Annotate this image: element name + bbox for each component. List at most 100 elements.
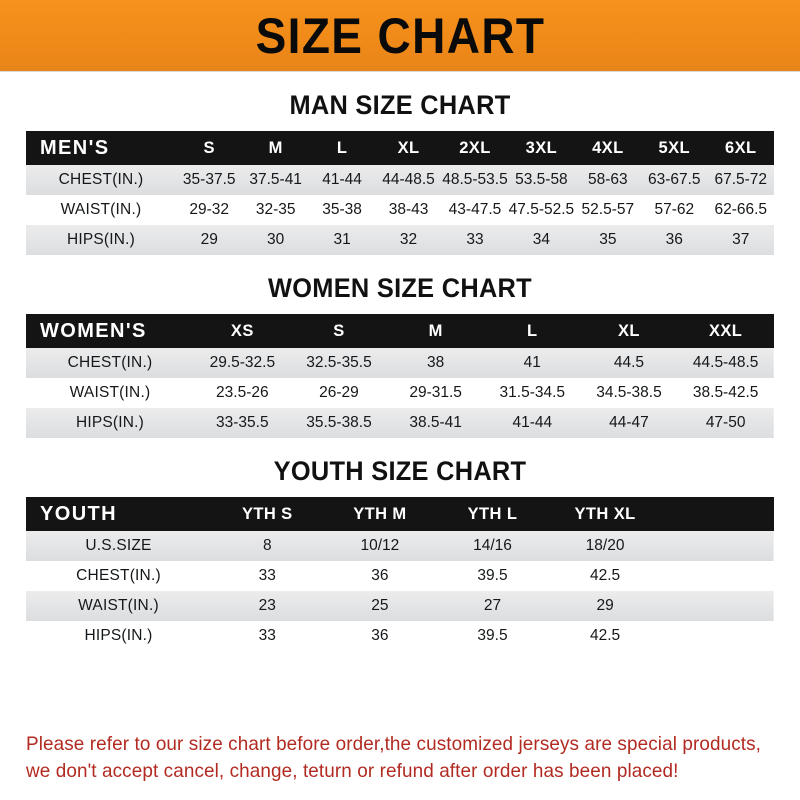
table-cell: 29.5-32.5 bbox=[209, 354, 276, 371]
spacer bbox=[0, 72, 800, 90]
youth-size-header-yth-l: YTH L bbox=[467, 504, 518, 523]
women-size-header-s: S bbox=[333, 321, 345, 340]
table-cell: 38.5-42.5 bbox=[692, 384, 759, 401]
man-size-header-4xl: 4XL bbox=[592, 138, 624, 157]
women-row-label-waistin: WAIST(IN.) bbox=[69, 384, 151, 401]
youth-row-label-hipsin: HIPS(IN.) bbox=[84, 627, 153, 644]
table-cell: 37.5-41 bbox=[249, 171, 302, 188]
table-cell: 33-35.5 bbox=[216, 414, 269, 431]
man-size-header-l: L bbox=[336, 138, 348, 157]
man-size-table: MEN'S S M L XL 2XL 3XL 4XL 5XL 6XL CHEST(IN.) 35-… bbox=[26, 131, 774, 255]
section-title-women: WOMEN SIZE CHART bbox=[268, 273, 532, 303]
table-cell: 57-62 bbox=[654, 201, 695, 218]
women-row-label-chestin: CHEST(IN.) bbox=[67, 354, 153, 371]
table-cell: 31.5-34.5 bbox=[499, 384, 566, 401]
man-size-header-2xl: 2XL bbox=[459, 138, 491, 157]
table-cell: 41-44 bbox=[512, 414, 553, 431]
spacer bbox=[0, 487, 800, 497]
table-cell: 26-29 bbox=[319, 384, 359, 401]
table-row: WAIST(IN.) 23 25 27 29 bbox=[26, 591, 774, 621]
table-cell: 27 bbox=[483, 597, 502, 614]
table-cell: 35-38 bbox=[322, 201, 362, 218]
man-size-header-xl: XL bbox=[397, 138, 420, 157]
table-cell: 44.5-48.5 bbox=[692, 354, 759, 371]
youth-size-table: YOUTH YTH S YTH M YTH L YTH XL U.S.SIZE 8 10/… bbox=[26, 497, 774, 651]
youth-table-header-row: YOUTH YTH S YTH M YTH L YTH XL bbox=[26, 497, 774, 531]
table-row: WAIST(IN.) 23.5-26 26-29 29-31.5 31.5-34.5 34… bbox=[26, 378, 774, 408]
youth-size-header-empty bbox=[661, 497, 774, 531]
women-size-header-xxl: XXL bbox=[708, 321, 743, 340]
table-cell-empty bbox=[661, 561, 774, 591]
table-cell: 29 bbox=[200, 231, 218, 248]
youth-row-label-waistin: WAIST(IN.) bbox=[78, 597, 159, 614]
man-size-header-m: M bbox=[268, 138, 283, 157]
table-cell: 43-47.5 bbox=[448, 201, 502, 218]
table-cell: 34.5-38.5 bbox=[596, 384, 662, 401]
table-cell: 36 bbox=[371, 567, 389, 584]
table-cell: 32.5-35.5 bbox=[306, 354, 372, 371]
spacer bbox=[0, 304, 800, 314]
women-size-header-xl: XL bbox=[618, 321, 640, 340]
women-size-header-l: L bbox=[527, 321, 538, 340]
women-size-header-m: M bbox=[428, 321, 443, 340]
table-cell: 62-66.5 bbox=[714, 201, 768, 218]
man-table-header-row: MEN'S S M L XL 2XL 3XL 4XL 5XL 6XL bbox=[26, 131, 774, 165]
table-cell: 48.5-53.5 bbox=[442, 171, 508, 188]
table-cell-empty bbox=[661, 621, 774, 651]
footer-line-2: we don't accept cancel, change, teturn o… bbox=[26, 760, 679, 783]
section-title-man: MAN SIZE CHART bbox=[289, 90, 511, 120]
footer-disclaimer: Please refer to our size chart before or… bbox=[0, 725, 800, 800]
table-cell: 30 bbox=[267, 231, 285, 248]
man-size-header-3xl: 3XL bbox=[525, 138, 558, 157]
youth-size-header-yth-m: YTH M bbox=[353, 504, 407, 523]
page-banner: SIZE CHART bbox=[0, 0, 800, 72]
table-cell: 58-63 bbox=[588, 171, 628, 188]
man-row-label-header: MEN'S bbox=[40, 136, 110, 159]
table-cell: 39.5 bbox=[477, 567, 508, 584]
man-table-wrap: MEN'S S M L XL 2XL 3XL 4XL 5XL 6XL CHEST(IN.) 35-… bbox=[0, 131, 800, 255]
table-cell: 36 bbox=[371, 627, 389, 644]
spacer bbox=[0, 438, 800, 456]
table-cell: 29 bbox=[596, 597, 614, 614]
table-cell: 29-32 bbox=[189, 201, 230, 218]
man-size-header-6xl: 6XL bbox=[725, 138, 757, 157]
table-cell: 41-44 bbox=[322, 171, 362, 188]
table-cell: 42.5 bbox=[589, 567, 621, 584]
table-row: CHEST(IN.) 29.5-32.5 32.5-35.5 38 41 44.5 44.5… bbox=[26, 348, 774, 378]
youth-row-label-ussize: U.S.SIZE bbox=[85, 537, 152, 554]
man-row-label-chestin: CHEST(IN.) bbox=[58, 171, 144, 188]
youth-row-label-header: YOUTH bbox=[40, 502, 117, 525]
table-row: CHEST(IN.) 35-37.5 37.5-41 41-44 44-48.5 48.5… bbox=[26, 165, 774, 195]
table-cell-empty bbox=[661, 591, 774, 621]
table-cell: 10/12 bbox=[360, 537, 400, 554]
table-cell: 33 bbox=[466, 231, 484, 248]
man-row-label-waistin: WAIST(IN.) bbox=[60, 201, 142, 218]
table-cell: 44-48.5 bbox=[382, 171, 435, 188]
table-cell: 38 bbox=[427, 354, 445, 371]
youth-row-label-chestin: CHEST(IN.) bbox=[76, 567, 161, 584]
table-row: CHEST(IN.) 33 36 39.5 42.5 bbox=[26, 561, 774, 591]
table-cell: 37 bbox=[732, 231, 750, 248]
table-cell: 35 bbox=[599, 231, 617, 248]
table-cell: 14/16 bbox=[473, 537, 512, 554]
man-size-header-5xl: 5XL bbox=[658, 138, 691, 157]
table-cell: 39.5 bbox=[477, 627, 508, 644]
table-cell: 35.5-38.5 bbox=[306, 414, 372, 431]
table-cell: 29-31.5 bbox=[409, 384, 462, 401]
table-cell: 33 bbox=[258, 567, 276, 584]
women-row-label-header: WOMEN'S bbox=[40, 319, 147, 342]
table-cell: 32-35 bbox=[255, 201, 296, 218]
section-title-youth: YOUTH SIZE CHART bbox=[273, 456, 527, 486]
table-cell: 18/20 bbox=[585, 537, 625, 554]
table-cell: 23 bbox=[258, 597, 276, 614]
table-cell: 32 bbox=[399, 231, 418, 248]
table-row: WAIST(IN.) 29-32 32-35 35-38 38-43 43-47.5 47.… bbox=[26, 195, 774, 225]
table-cell: 53.5-58 bbox=[515, 171, 568, 188]
table-cell: 31 bbox=[333, 231, 351, 248]
table-cell-empty bbox=[661, 531, 774, 561]
table-row: U.S.SIZE 8 10/12 14/16 18/20 bbox=[26, 531, 774, 561]
table-cell: 42.5 bbox=[589, 627, 621, 644]
table-cell: 38-43 bbox=[388, 201, 429, 218]
table-cell: 23.5-26 bbox=[216, 384, 269, 401]
